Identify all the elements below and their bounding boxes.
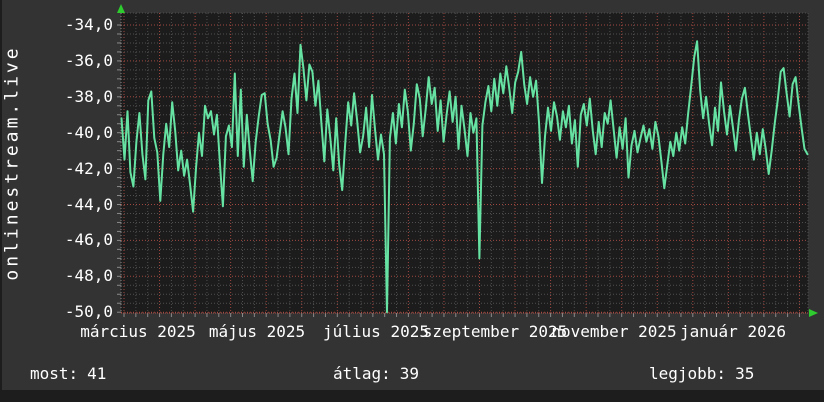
y-axis-arrow-icon — [117, 4, 125, 13]
x-tick-label: július 2025 — [323, 322, 429, 341]
y-tick-label: -46,0 — [64, 230, 113, 250]
stat-average-value: 39 — [399, 364, 420, 383]
y-tick-label: -38,0 — [64, 86, 113, 106]
left-edge — [0, 0, 2, 402]
y-tick-label: -40,0 — [64, 122, 113, 142]
x-axis-arrow-icon — [809, 309, 818, 317]
stat-best: legjobb: 35 — [649, 364, 754, 384]
stat-average: átlag: 39 — [333, 364, 419, 384]
x-tick-label: május 2025 — [208, 322, 306, 341]
stat-most-value: 41 — [87, 364, 107, 383]
stat-average-label: átlag: — [333, 364, 391, 383]
y-tick-label: -48,0 — [64, 266, 113, 286]
chart-canvas — [117, 4, 818, 317]
stat-most-label: most: — [30, 364, 79, 383]
bottom-edge — [0, 390, 824, 402]
x-tick-label: március 2025 — [80, 322, 196, 341]
y-tick-label: -34,0 — [64, 15, 113, 34]
stat-most: most: 41 — [30, 364, 106, 384]
signal-line-series — [120, 40, 809, 314]
stat-best-value: 35 — [735, 364, 755, 383]
y-tick-label: -50,0 — [64, 302, 113, 322]
y-tick-label: -42,0 — [64, 158, 113, 178]
stat-best-label: legjobb: — [649, 364, 727, 383]
x-tick-label: január 2026 — [680, 322, 786, 341]
x-tick-label: november 2025 — [551, 322, 677, 341]
y-tick-label: -44,0 — [64, 194, 113, 214]
x-tick-label: szeptember 2025 — [422, 322, 568, 341]
y-tick-label: -36,0 — [64, 50, 113, 70]
